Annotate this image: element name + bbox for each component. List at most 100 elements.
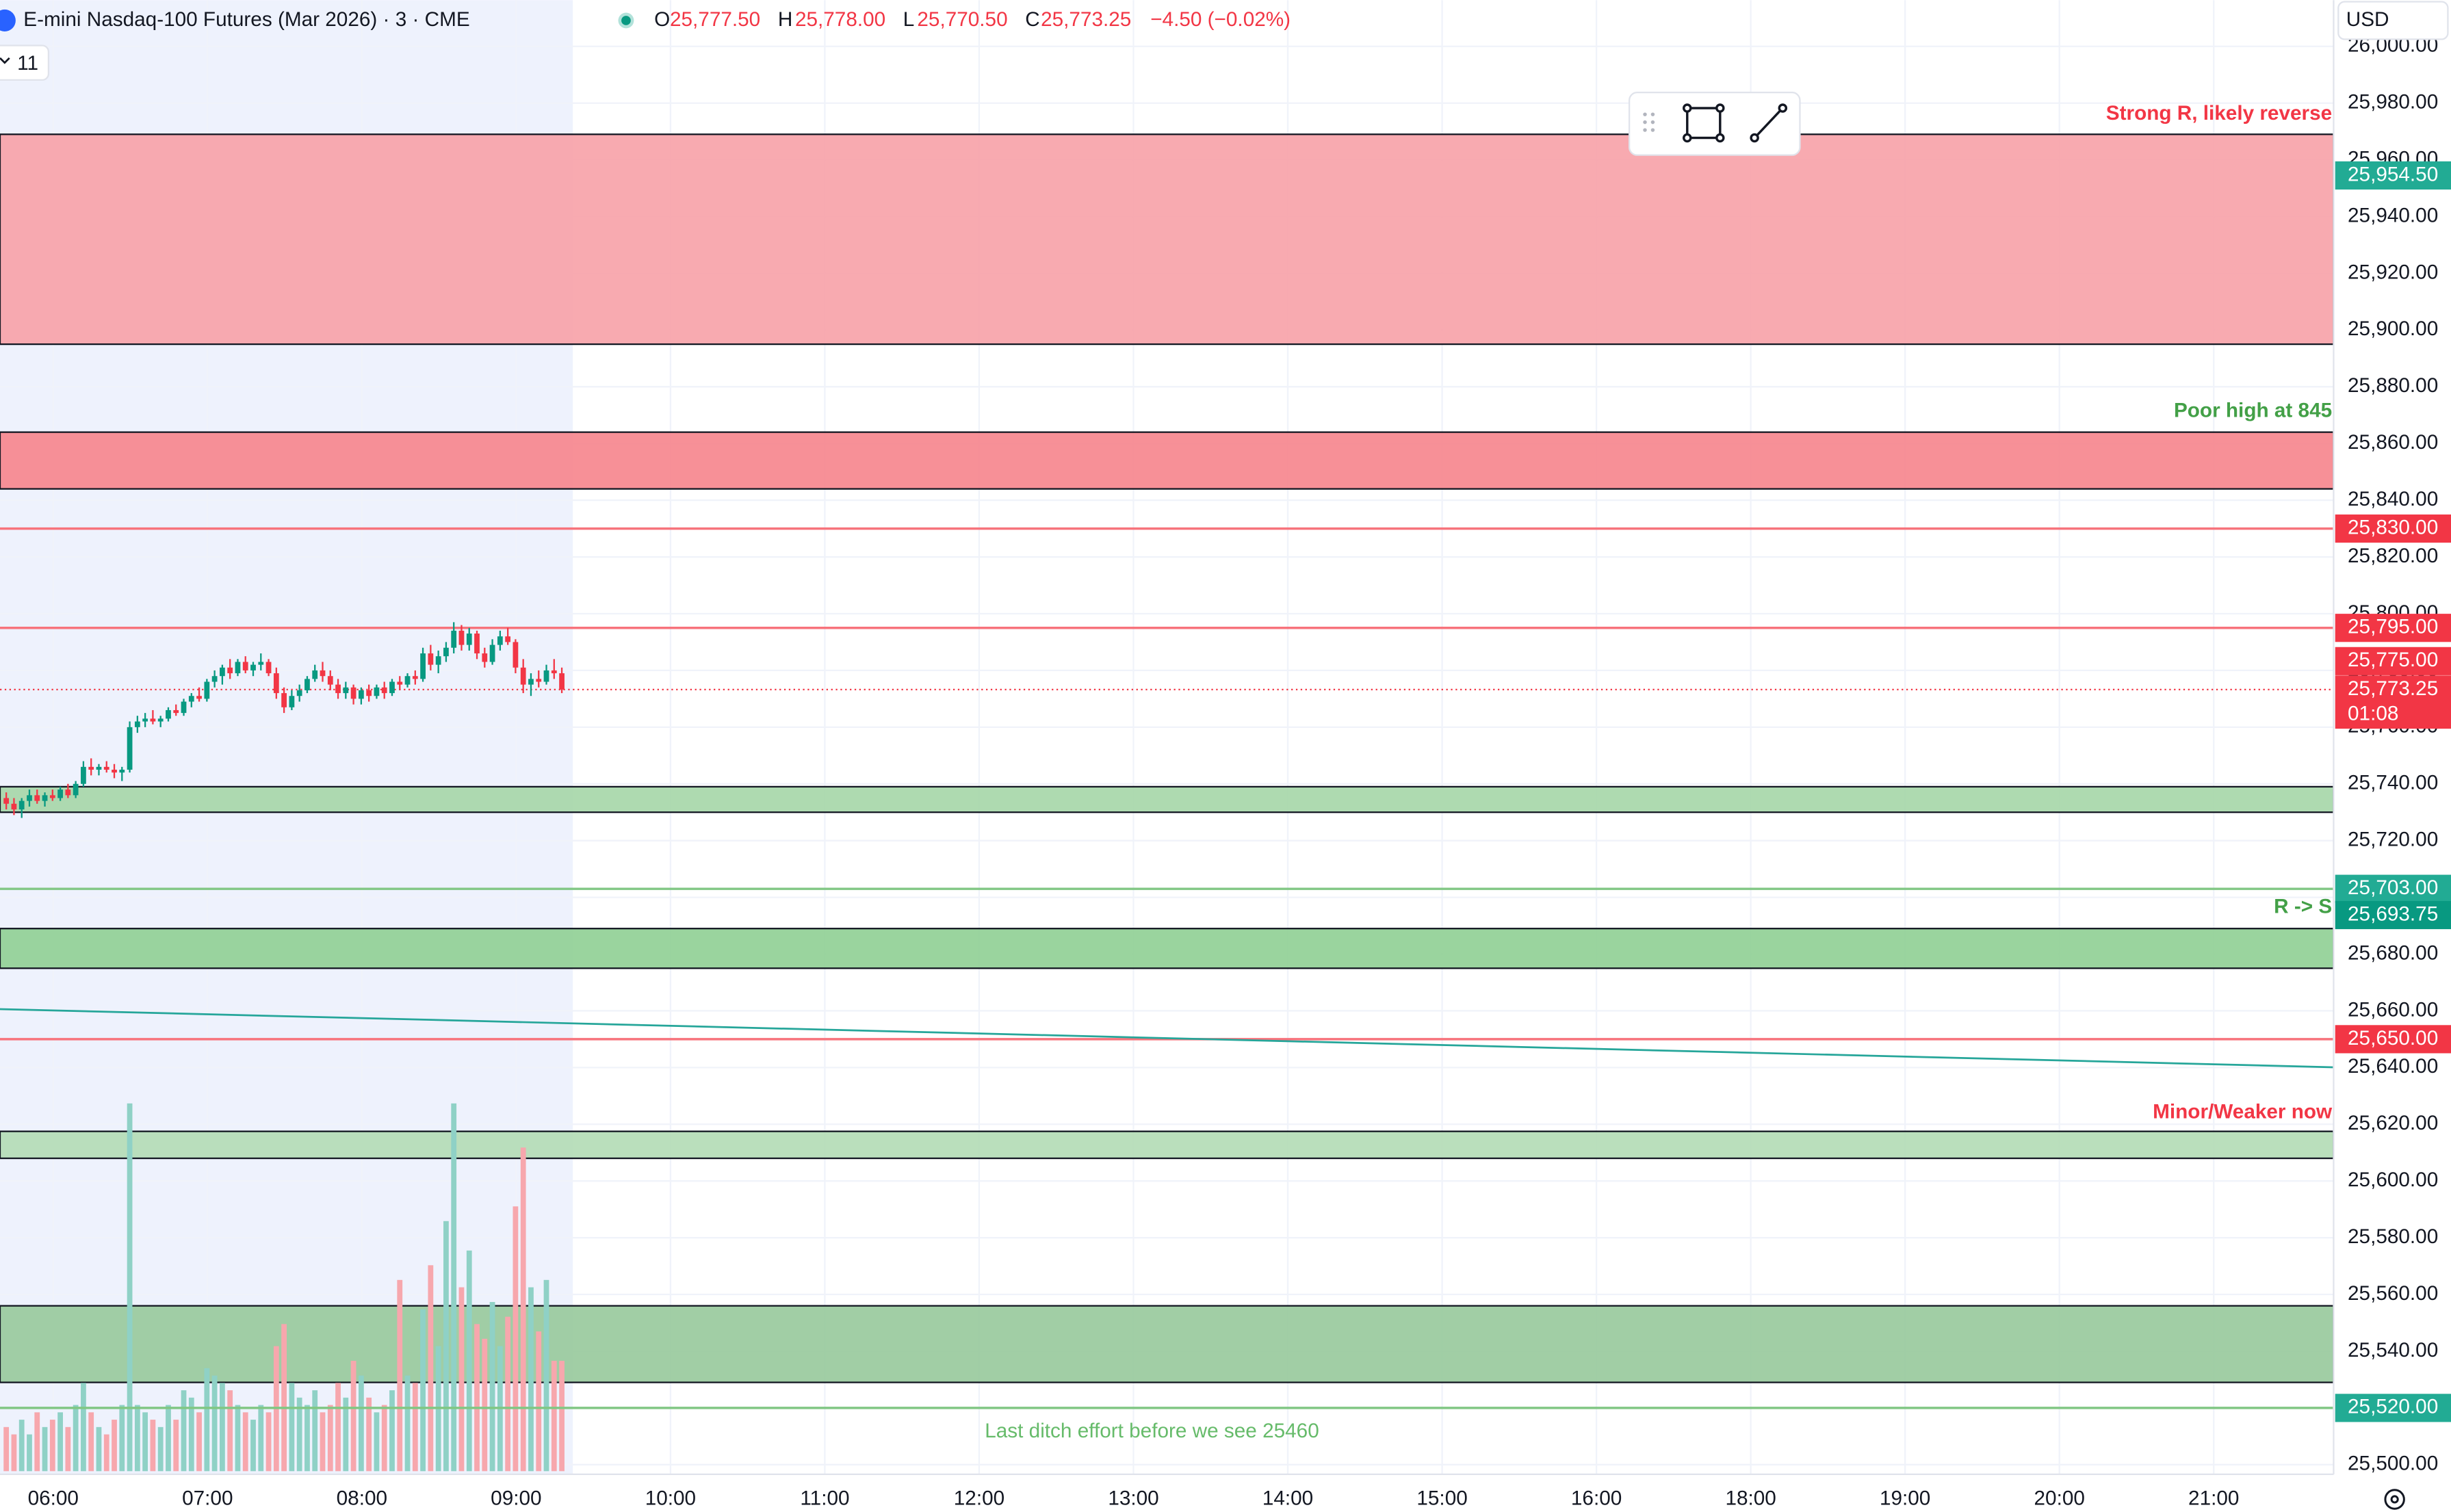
zone xyxy=(0,1130,2335,1160)
candle-body xyxy=(543,670,549,682)
volume-bar xyxy=(458,1287,465,1472)
volume-bar xyxy=(211,1375,218,1472)
volume-bar xyxy=(451,1103,457,1472)
ohlc-value: 25,778.00 xyxy=(795,8,885,31)
y-tick-label: 25,840.00 xyxy=(2348,488,2438,510)
candle-body xyxy=(320,670,326,677)
candle-body xyxy=(374,687,380,696)
volume-bar xyxy=(49,1420,55,1472)
indicator-count: 11 xyxy=(17,52,38,75)
candle-body xyxy=(489,644,495,662)
candle-body xyxy=(443,647,449,657)
x-tick-label: 06:00 xyxy=(28,1487,79,1509)
volume-bar xyxy=(65,1426,71,1472)
candle-body xyxy=(397,681,403,685)
candle-body xyxy=(142,718,148,722)
volume-bar xyxy=(559,1361,565,1472)
price-badge xyxy=(2335,161,2451,190)
levels xyxy=(0,527,2334,1409)
candle-body xyxy=(173,709,179,714)
volume-bar xyxy=(157,1426,164,1472)
candle-body xyxy=(57,790,63,798)
price-badge-label: 25,775.00 xyxy=(2348,649,2438,671)
volume-bar xyxy=(81,1383,86,1472)
volume-bar xyxy=(173,1420,179,1472)
volume-bar xyxy=(258,1405,264,1472)
volume-bar xyxy=(520,1147,526,1472)
currency-button[interactable] xyxy=(2337,1,2449,40)
candle-body xyxy=(513,642,519,668)
volume-bar xyxy=(196,1412,202,1472)
candle-body xyxy=(196,696,202,699)
candle-body xyxy=(242,662,248,670)
candle-body xyxy=(258,662,264,665)
volume-bar xyxy=(474,1324,480,1472)
ohlc-key: C xyxy=(1025,8,1039,31)
volume-bar xyxy=(389,1390,395,1472)
volume-bar xyxy=(88,1412,94,1472)
x-tick-label: 08:00 xyxy=(337,1487,387,1509)
volume-bar xyxy=(227,1390,233,1472)
candle-body xyxy=(458,630,465,645)
price-badge-label: 25,520.00 xyxy=(2348,1396,2438,1418)
y-tick-label: 25,920.00 xyxy=(2348,261,2438,283)
volume-bar xyxy=(551,1361,557,1472)
candle-body xyxy=(528,679,534,685)
candle-body xyxy=(166,709,171,719)
rectangle-tool[interactable] xyxy=(1683,103,1725,143)
volume-bar xyxy=(265,1412,272,1472)
volume-bar xyxy=(366,1397,372,1472)
chevron xyxy=(0,57,10,64)
candle-body xyxy=(327,676,333,685)
drag-handle[interactable] xyxy=(1643,112,1655,132)
trendline-tool[interactable] xyxy=(1750,103,1788,143)
status-dot xyxy=(621,16,631,25)
candle-body xyxy=(350,687,356,699)
ohlc-key: H xyxy=(778,8,792,31)
volume-bar xyxy=(220,1383,225,1472)
volume-bar xyxy=(304,1405,310,1472)
volume-bar xyxy=(112,1420,117,1472)
price-axis xyxy=(2333,0,2451,1512)
candle-body xyxy=(181,701,187,714)
symbol[interactable]: E-mini Nasdaq-100 Futures (Mar 2026) · 3… xyxy=(23,8,469,31)
candle-body xyxy=(389,681,395,694)
candle-body xyxy=(73,783,79,796)
y-tick-label: 25,640.00 xyxy=(2348,1055,2438,1078)
symbol-icon[interactable] xyxy=(0,9,16,31)
candle-body xyxy=(65,790,71,796)
candle-body xyxy=(49,795,55,798)
candle-body xyxy=(3,798,10,804)
y-tick-label: 25,860.00 xyxy=(2348,431,2438,454)
volume-bar xyxy=(204,1368,210,1472)
candle-body xyxy=(536,679,542,682)
candle-body xyxy=(381,687,387,694)
candle-body xyxy=(103,766,109,770)
ohlc-value: 25,773.25 xyxy=(1041,8,1131,31)
candle-body xyxy=(505,636,511,642)
settings-icon[interactable] xyxy=(2384,1489,2405,1510)
volume-bar xyxy=(381,1405,387,1472)
annotation: Poor high at 845 xyxy=(2174,400,2332,422)
y-tick-label: 25,500.00 xyxy=(2348,1452,2438,1475)
volume-bar xyxy=(289,1383,295,1472)
x-tick-label: 20:00 xyxy=(2034,1487,2085,1509)
candle-body xyxy=(296,690,302,696)
zone xyxy=(0,1305,2335,1383)
y-tick-label: 25,900.00 xyxy=(2348,317,2438,340)
volume-bar xyxy=(358,1375,364,1472)
price-badge-label: 25,703.00 xyxy=(2348,876,2438,899)
candle-body xyxy=(551,670,557,674)
indicator-toggle[interactable] xyxy=(0,44,50,81)
candle-body xyxy=(42,795,48,801)
y-tick-label: 25,580.00 xyxy=(2348,1225,2438,1248)
price-badge-label: 25,773.25 xyxy=(2348,677,2438,700)
y-tick-label: 25,680.00 xyxy=(2348,941,2438,964)
candle-body xyxy=(188,696,194,702)
candle-body xyxy=(34,795,40,801)
y-tick-label: 25,880.00 xyxy=(2348,374,2438,397)
volume-bar xyxy=(242,1412,248,1472)
y-tick-label: 25,720.00 xyxy=(2348,829,2438,851)
header: E-mini Nasdaq-100 Futures (Mar 2026) · 3… xyxy=(0,1,2449,81)
candle-body xyxy=(358,690,364,699)
